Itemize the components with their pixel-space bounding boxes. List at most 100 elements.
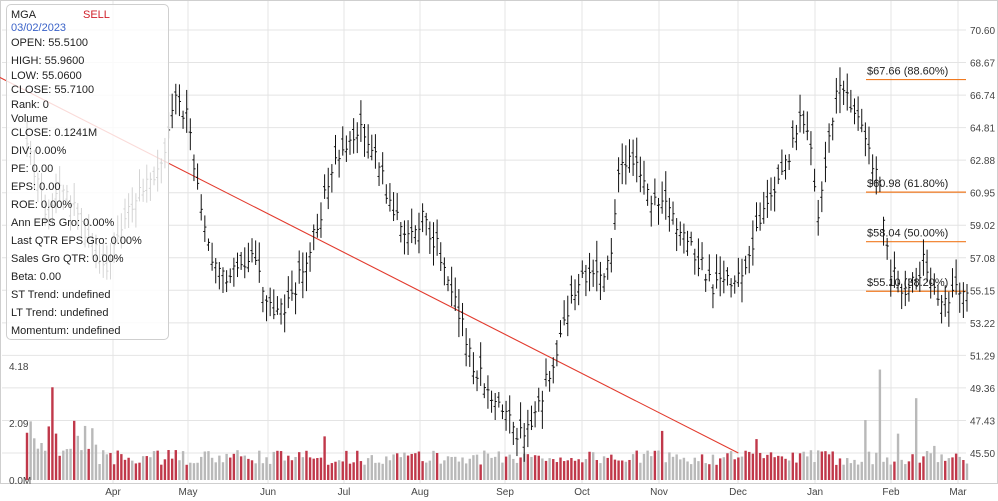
price-candle	[210, 242, 214, 271]
x-tick-label: Jan	[807, 487, 823, 498]
volume-bar	[831, 451, 834, 480]
volume-bar	[141, 456, 145, 480]
price-candle	[486, 375, 490, 409]
volume-bar	[160, 464, 163, 480]
volume-bar	[907, 461, 911, 480]
x-tick-label: Oct	[574, 487, 590, 498]
volume-bar	[432, 450, 435, 480]
volume-bar	[443, 460, 446, 480]
price-candle	[831, 117, 835, 141]
price-candle	[439, 242, 443, 271]
volume-bar	[261, 463, 265, 480]
volume-bar	[366, 458, 370, 480]
price-candle	[878, 176, 882, 193]
volume-bar	[940, 454, 943, 480]
signal-label: SELL	[83, 9, 110, 21]
volume-bar	[631, 454, 635, 480]
price-candle	[185, 89, 189, 133]
price-candle	[214, 258, 218, 284]
price-candle	[435, 219, 439, 256]
price-candle	[272, 289, 276, 320]
volume-bar	[508, 454, 511, 480]
volume-bar	[922, 456, 925, 480]
volume-bar	[668, 452, 671, 480]
volume-bar	[134, 463, 138, 480]
volume-bar	[120, 454, 123, 480]
price-candle	[700, 242, 704, 271]
open-row: OPEN: 55.5100	[11, 37, 89, 49]
volume-bar	[758, 452, 762, 480]
volume-bar	[766, 454, 769, 480]
price-candle	[373, 134, 378, 169]
y-tick-label: 64.81	[970, 124, 995, 135]
volume-bar	[29, 421, 32, 480]
volume-bar	[36, 448, 40, 480]
volume-bar	[820, 451, 824, 480]
price-candle	[348, 131, 352, 155]
price-candle	[733, 275, 737, 294]
volume-bar	[911, 454, 914, 480]
volume-bar	[802, 451, 805, 480]
price-candle	[312, 224, 316, 251]
price-candle	[457, 289, 461, 338]
x-tick-label: Apr	[105, 487, 121, 498]
price-candle	[664, 171, 668, 220]
volume-bar	[679, 459, 682, 480]
y-tick-label: 53.22	[970, 319, 995, 330]
y-tick-label: 55.15	[970, 286, 995, 297]
price-candle	[254, 240, 258, 265]
price-candle	[595, 240, 599, 292]
volume-bar	[849, 463, 853, 480]
price-candle	[704, 273, 708, 292]
volume-bar	[559, 457, 562, 480]
volume-bar	[163, 459, 167, 480]
price-candle	[649, 195, 653, 227]
price-candle	[791, 120, 795, 148]
close-row: CLOSE: 55.7100	[11, 84, 95, 96]
high-row: HIGH: 55.9600	[11, 55, 85, 67]
volume-bar	[893, 461, 896, 480]
volume-bar	[298, 452, 301, 480]
price-candle	[446, 276, 450, 292]
div-row: DIV: 0.00%	[11, 145, 67, 157]
ticker-label: MGA	[11, 9, 37, 21]
volume-bar	[479, 464, 482, 480]
volume-bar	[221, 462, 225, 480]
price-candle	[889, 259, 893, 297]
price-candle	[555, 340, 559, 367]
volume-bar	[867, 451, 871, 480]
volume-bar	[795, 462, 798, 480]
volume-bar	[762, 458, 765, 480]
price-candle	[740, 258, 744, 303]
volume-bar	[243, 455, 246, 480]
volume-bar	[178, 460, 181, 480]
price-candle	[333, 134, 338, 165]
price-candle	[450, 266, 454, 307]
price-candle	[635, 137, 639, 183]
volume-bar	[806, 456, 809, 480]
volume-bar	[229, 457, 232, 480]
ann-eps-gro-row: Ann EPS Gro: 0.00%	[11, 217, 115, 229]
sales-gro-qtr-row: Sales Gro QTR: 0.00%	[11, 253, 124, 265]
price-candle	[417, 212, 421, 254]
price-candle	[370, 134, 374, 161]
price-candle	[406, 220, 410, 255]
price-candle	[863, 122, 867, 157]
volume-tick-label: 0.0M	[9, 476, 31, 487]
price-candle	[544, 358, 548, 387]
price-candle	[508, 395, 512, 434]
price-candle	[881, 216, 886, 246]
volume-bar	[639, 462, 642, 480]
volume-bar	[381, 463, 384, 480]
price-candle	[638, 156, 642, 193]
x-tick-label: Dec	[729, 487, 747, 498]
price-candle	[776, 164, 780, 185]
volume-bar	[552, 459, 555, 480]
price-candle	[566, 295, 570, 337]
volume-bar	[337, 460, 341, 480]
volume-bar	[588, 451, 591, 480]
volume-bar	[624, 461, 628, 480]
volume-bar	[660, 430, 664, 480]
volume-bar	[533, 455, 537, 480]
price-candle	[195, 163, 200, 190]
